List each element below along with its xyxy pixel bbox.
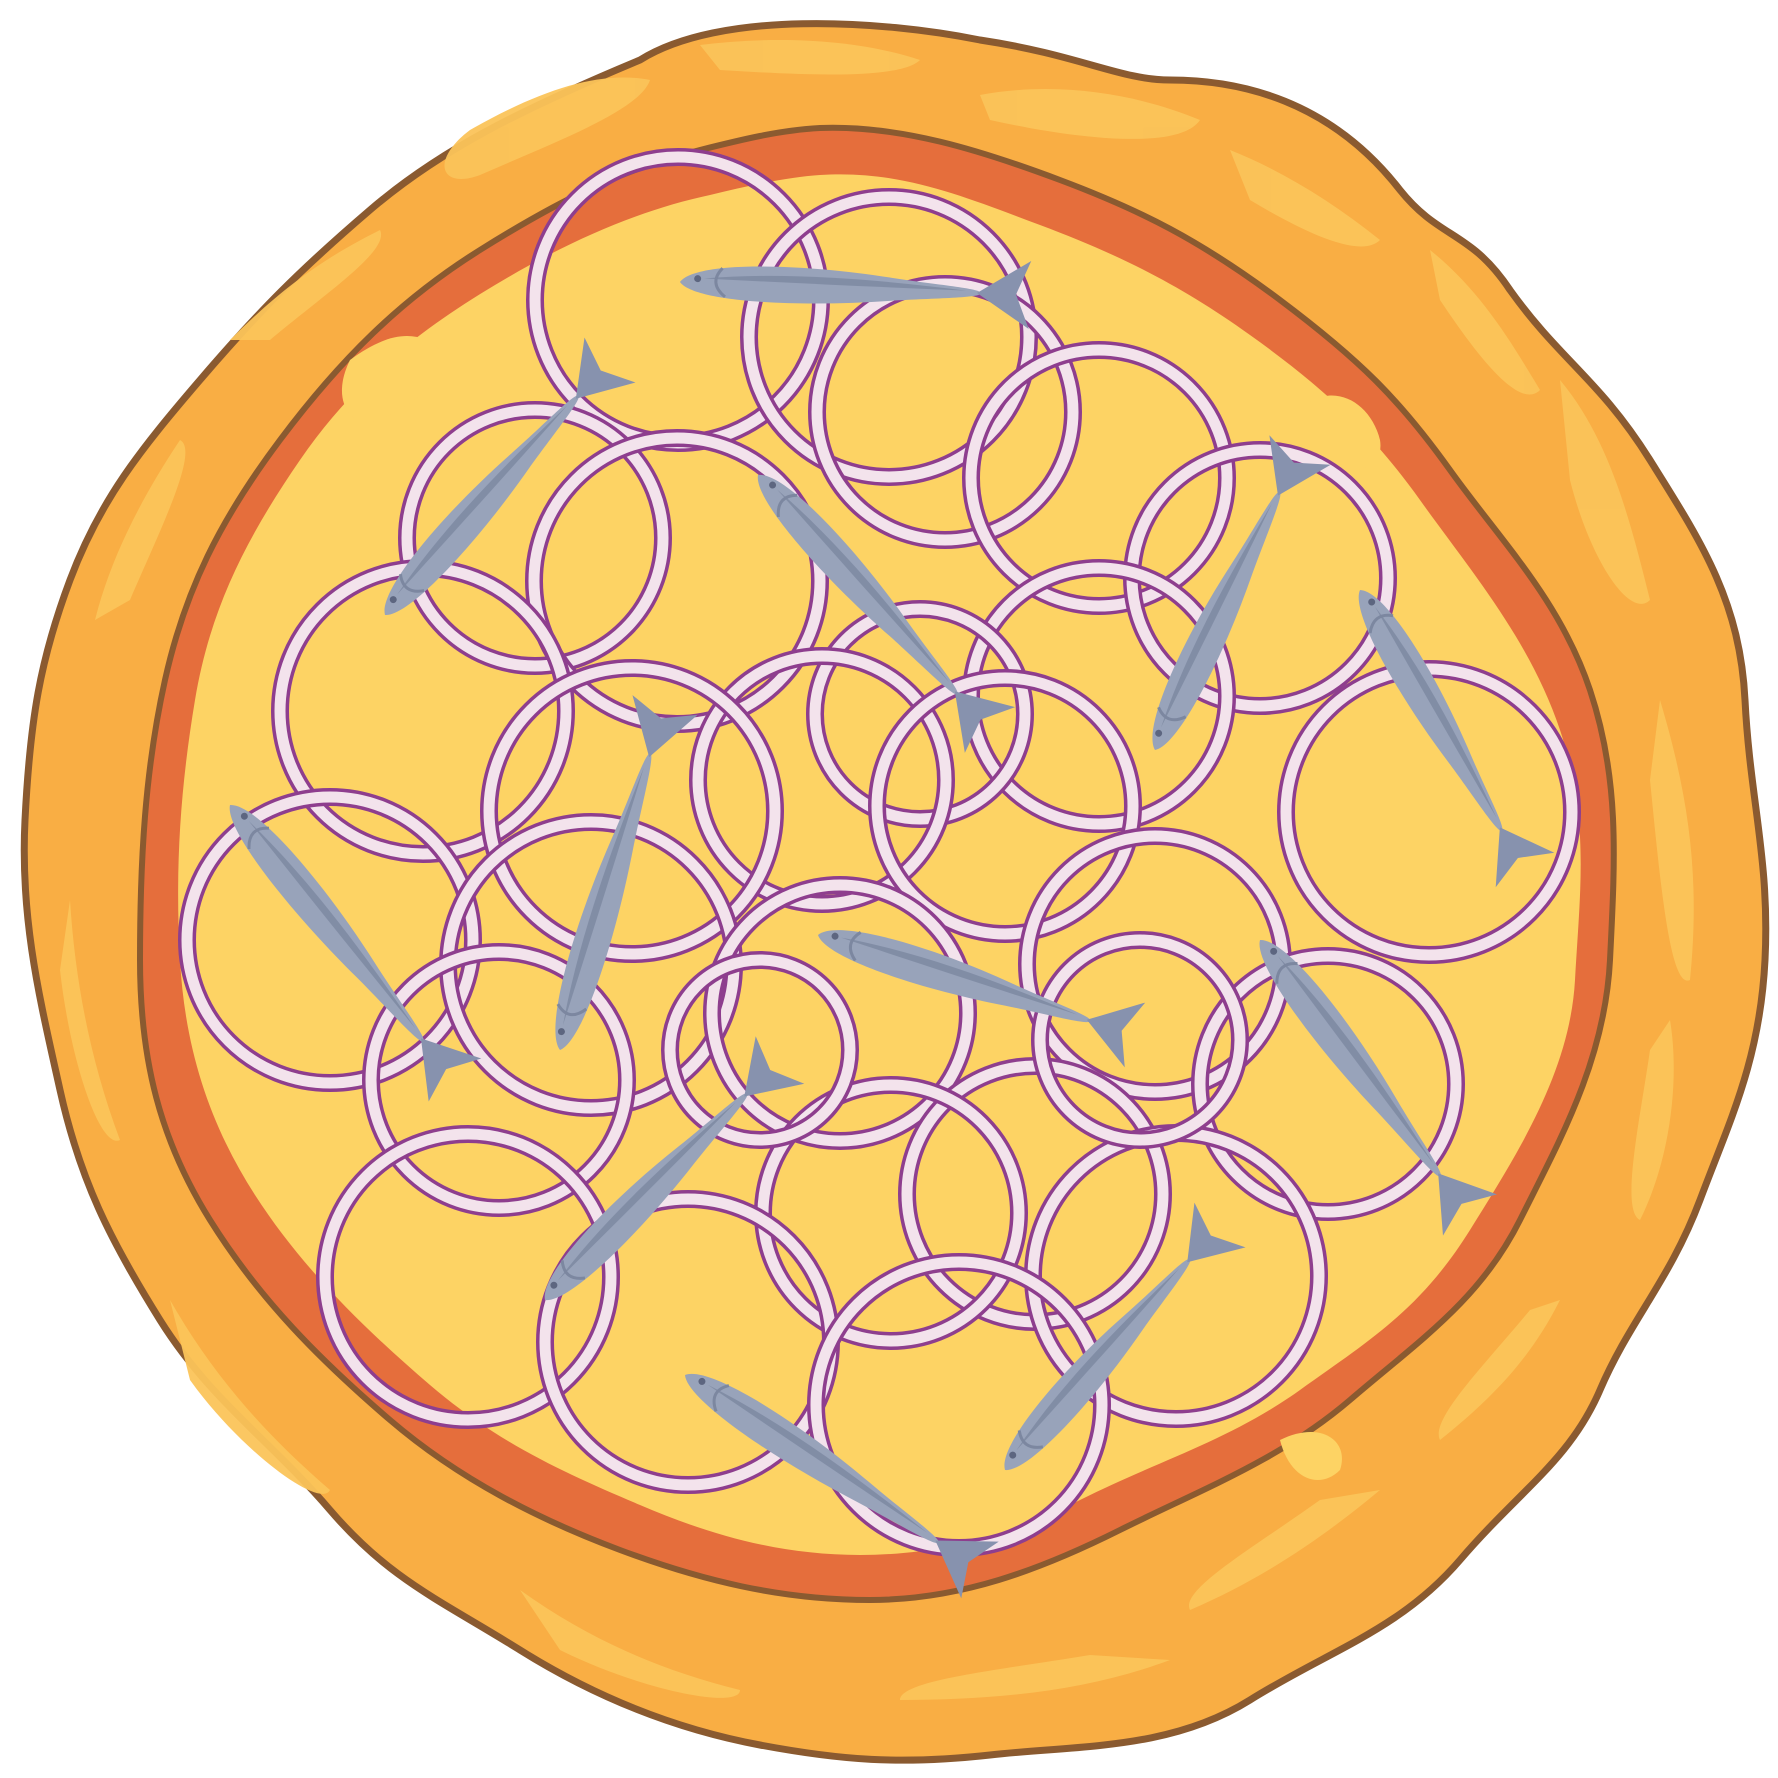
sardine-eye <box>698 1377 706 1385</box>
sardine-tail <box>1438 1173 1498 1236</box>
sardine-tail <box>1086 1002 1146 1068</box>
sardine-tail <box>420 1038 482 1102</box>
sardine-eye <box>769 481 777 489</box>
sardine-eye <box>557 1028 565 1036</box>
sardine-eye <box>1270 947 1278 955</box>
sardine-back-stripe <box>397 405 568 595</box>
onion-ring-flesh <box>692 650 952 910</box>
onion-ring-flesh <box>401 404 669 672</box>
onion-ring-flesh <box>706 879 974 1147</box>
sardine-eye <box>1368 598 1376 606</box>
sardine-tail <box>935 1540 999 1599</box>
onion-ring-flesh <box>871 672 1139 940</box>
sardine-body <box>680 266 982 304</box>
crust-highlights <box>60 40 1694 1700</box>
sardine-tail <box>1187 1202 1246 1263</box>
sardine-back-stripe <box>1277 956 1434 1164</box>
sardine <box>680 261 1032 329</box>
sardine <box>555 695 698 1050</box>
sardine <box>1259 939 1498 1236</box>
sardine-tail <box>1269 435 1331 496</box>
sardine-body <box>1152 491 1281 750</box>
sardine-back-stripe <box>704 275 967 291</box>
sardine-gill <box>1275 962 1298 984</box>
sardine-body <box>685 1373 939 1544</box>
sardine-tail <box>1495 827 1555 888</box>
onion-ring-flesh <box>965 344 1233 612</box>
sardines <box>229 261 1555 1599</box>
sardine-tail <box>632 695 698 758</box>
sardine-body <box>1004 1259 1191 1471</box>
sardine-gill <box>398 573 425 593</box>
onion-ring-flesh <box>1280 663 1578 961</box>
sardine-tail <box>744 1036 805 1097</box>
onion-ring-flesh <box>181 791 479 1089</box>
sardine-tail <box>954 691 1016 753</box>
sardine-eye <box>694 275 702 283</box>
sardine-gill <box>776 493 798 518</box>
sardine-eye <box>240 812 248 820</box>
sardine <box>757 474 1016 753</box>
sardine-body <box>1358 590 1503 831</box>
sardine-back-stripe <box>563 767 644 1025</box>
sardine <box>1358 590 1555 888</box>
onion-ring-flesh <box>811 278 1079 546</box>
sardine-eye <box>1155 729 1163 737</box>
sardine-eye <box>1009 1451 1017 1459</box>
sardine-back-stripe <box>558 1102 736 1281</box>
sardine-back-stripe <box>707 1384 928 1533</box>
sardine <box>1152 435 1331 750</box>
sardine-body <box>384 395 579 616</box>
onion-ring-flesh <box>319 1128 617 1426</box>
sardine-tail <box>977 261 1032 329</box>
sardine <box>1004 1202 1246 1471</box>
sardine-gill <box>712 1384 730 1412</box>
onion-ring-flesh <box>365 946 633 1214</box>
sardine-back-stripe <box>248 821 416 1029</box>
sardine-eye <box>550 1281 558 1289</box>
sardine <box>384 337 636 616</box>
onion-ring-flesh <box>664 954 856 1146</box>
sardine-back-stripe <box>1016 1268 1180 1451</box>
sardine <box>544 1036 805 1301</box>
onion-ring-flesh <box>743 191 1035 483</box>
sardine-body <box>757 474 958 695</box>
onion-ring-flesh <box>809 603 1031 825</box>
cheese-drip <box>341 336 446 422</box>
sardine-tail <box>575 337 636 399</box>
sardine-body <box>818 930 1091 1023</box>
sardine-body <box>229 804 424 1042</box>
sardine <box>229 804 482 1102</box>
sardine-gill <box>560 1260 586 1280</box>
sardine-gill <box>556 1003 588 1017</box>
sardine-gill <box>848 931 862 962</box>
sardine-gill <box>1157 706 1187 722</box>
sardine-back-stripe <box>777 489 950 682</box>
sardine-eye <box>389 596 397 604</box>
sardine <box>818 930 1146 1068</box>
onion-ring-flesh <box>1194 950 1462 1218</box>
onion-ring-flesh <box>1034 934 1246 1146</box>
cheese-drip <box>1280 1431 1342 1480</box>
onion-ring-flesh <box>483 662 781 960</box>
sardine-gill <box>1368 613 1394 634</box>
sardine-body <box>555 753 652 1050</box>
sardine <box>685 1373 999 1599</box>
sardine-back-stripe <box>841 937 1078 1015</box>
sardine-gill <box>714 267 726 299</box>
sardine-back-stripe <box>1375 607 1497 818</box>
cheese-drip <box>1300 395 1381 471</box>
sardine-eye <box>831 932 839 940</box>
sardine-body <box>1259 939 1441 1177</box>
sardine-gill <box>1017 1430 1044 1449</box>
sardine-gill <box>247 826 270 850</box>
sardine-back-stripe <box>1161 504 1272 728</box>
sardine-body <box>544 1093 748 1301</box>
